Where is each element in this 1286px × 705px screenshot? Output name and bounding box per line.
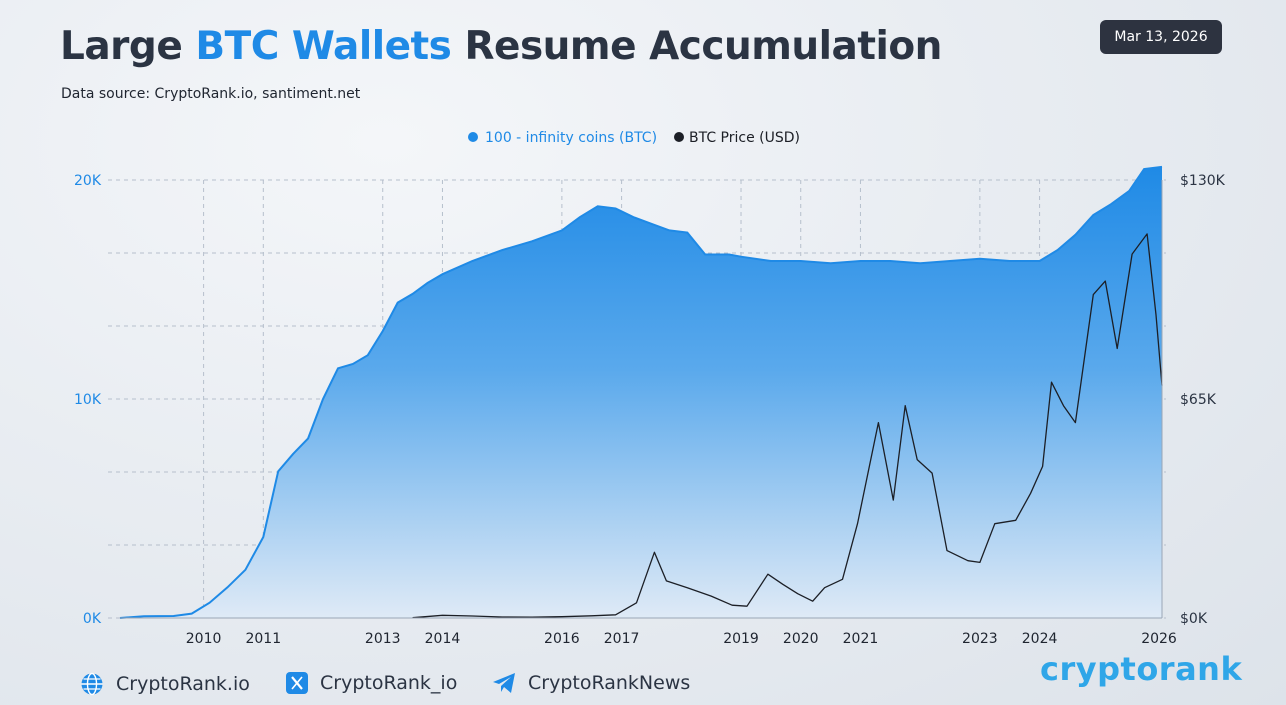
date-badge: Mar 13, 2026 [1100, 20, 1222, 54]
x-tick-label: 2026 [1141, 631, 1177, 647]
x-tick-label: 2023 [962, 631, 998, 647]
legend-marker-holdings [468, 132, 478, 142]
footer-x-link[interactable]: CryptoRank_io [286, 672, 457, 694]
x-tick-label: 2010 [186, 631, 222, 647]
holdings-area-layer [119, 165, 1163, 619]
x-tick-label: 2021 [843, 631, 879, 647]
legend-label-price: BTC Price (USD) [689, 130, 800, 146]
telegram-icon [493, 673, 515, 693]
footer-website[interactable]: CryptoRank.io [80, 672, 250, 696]
title-part-2: Resume Accumulation [451, 24, 942, 69]
x-tick-label: 2014 [425, 631, 461, 647]
y-left-tick-label: 0K [83, 611, 102, 627]
y-right-tick-label: $0K [1180, 611, 1208, 627]
price-line-layer [412, 233, 1163, 619]
x-tick-label: 2019 [723, 631, 759, 647]
title-part-1: Large [60, 24, 196, 69]
legend-marker-price [674, 132, 684, 142]
y-left-tick-label: 20K [74, 173, 102, 189]
footer-telegram-link[interactable]: CryptoRankNews [492, 672, 690, 694]
legend: 100 - infinity coins (BTC) BTC Price (USD… [468, 130, 800, 146]
btc-price-line [412, 233, 1163, 619]
page-title: Large BTC Wallets Resume Accumulation [60, 24, 942, 69]
data-source: Data source: CryptoRank.io, santiment.ne… [61, 86, 361, 102]
footer-x-label: CryptoRank_io [320, 672, 458, 694]
holdings-line [119, 165, 1163, 619]
x-tick-label: 2024 [1022, 631, 1058, 647]
y-right-tick-label: $130K [1180, 173, 1226, 189]
x-tick-label: 2011 [245, 631, 281, 647]
axes: 2010 2011 2013 2014 2016 2017 2019 2020 2021 2023… [74, 173, 1226, 647]
y-right-tick-label: $65K [1180, 392, 1217, 408]
x-tick-label: 2017 [604, 631, 640, 647]
x-logo-icon [286, 672, 308, 694]
globe-icon [81, 672, 103, 696]
brand-logo: cryptorank [1040, 650, 1243, 688]
x-tick-label: 2013 [365, 631, 401, 647]
x-tick-label: 2020 [783, 631, 819, 647]
x-tick-label: 2016 [544, 631, 580, 647]
footer-website-label: CryptoRank.io [116, 673, 250, 695]
holdings-area-fill [120, 166, 1162, 618]
footer-telegram-label: CryptoRankNews [528, 672, 691, 694]
legend-label-holdings: 100 - infinity coins (BTC) [485, 130, 657, 146]
y-left-tick-label: 10K [74, 392, 102, 408]
title-highlight: BTC Wallets [195, 24, 452, 69]
